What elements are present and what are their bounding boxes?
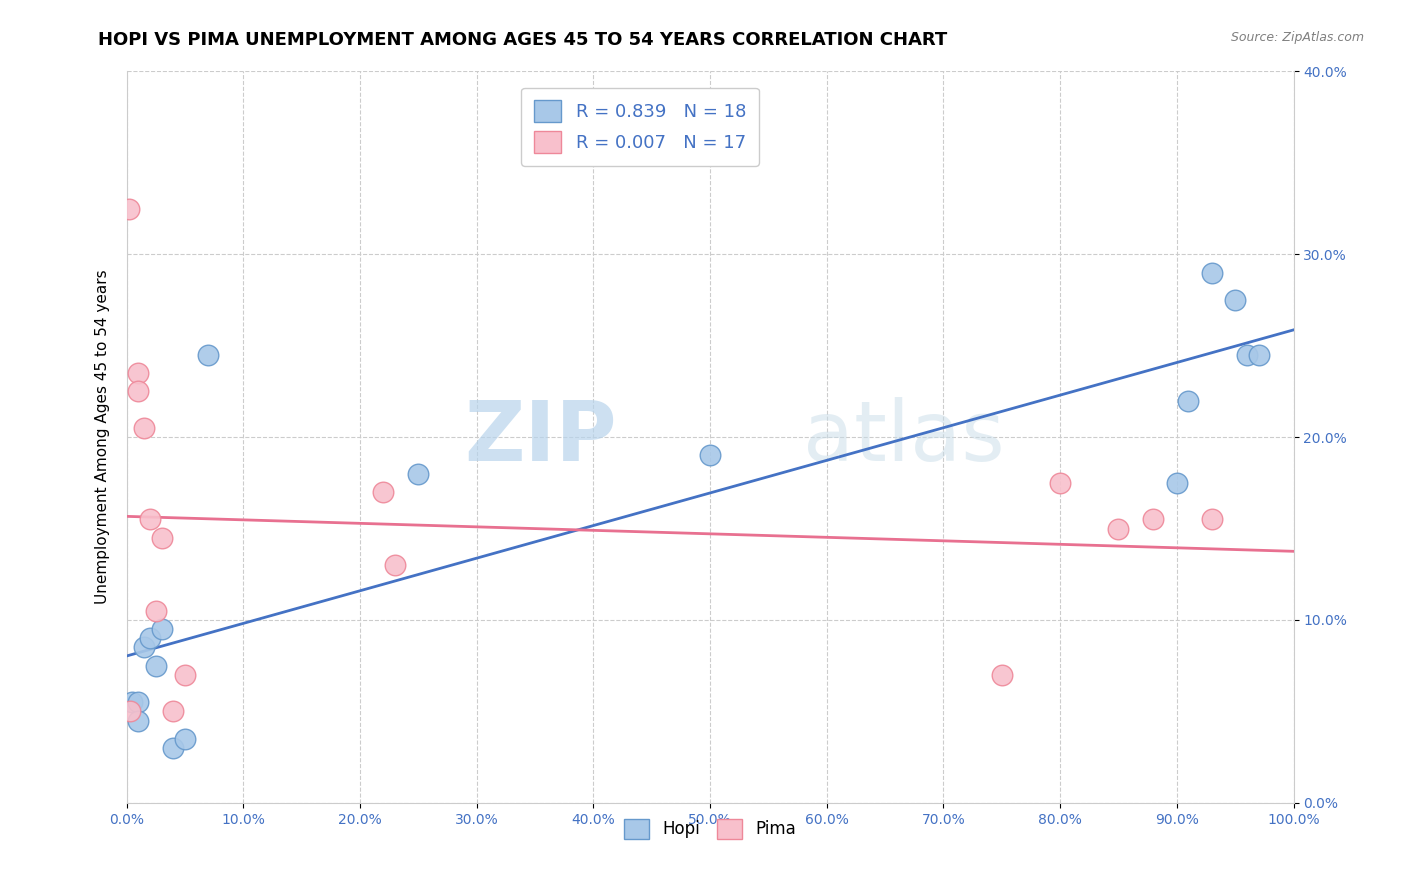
Point: [162, 705, 184, 719]
Point: [118, 705, 141, 719]
Point: [1166, 475, 1188, 490]
Point: [145, 604, 167, 618]
Point: [1236, 348, 1258, 362]
Point: [174, 731, 197, 746]
Point: [174, 667, 197, 681]
Point: [127, 714, 149, 728]
Point: [162, 740, 184, 755]
Point: [1201, 266, 1223, 280]
Point: [150, 622, 173, 636]
Point: [127, 384, 149, 399]
Text: ZIP: ZIP: [464, 397, 617, 477]
Point: [1177, 393, 1199, 408]
Text: Source: ZipAtlas.com: Source: ZipAtlas.com: [1230, 31, 1364, 45]
Point: [699, 448, 721, 462]
Point: [132, 640, 155, 655]
Point: [990, 667, 1012, 681]
Point: [127, 695, 149, 709]
Point: [118, 202, 141, 216]
Point: [121, 695, 143, 709]
Point: [1142, 512, 1164, 526]
Point: [384, 558, 406, 573]
Point: [1108, 521, 1130, 535]
Point: [150, 531, 173, 545]
Point: [132, 421, 155, 435]
Point: [145, 658, 167, 673]
Legend: Hopi, Pima: Hopi, Pima: [617, 812, 803, 846]
Point: [1201, 512, 1223, 526]
Text: atlas: atlas: [803, 397, 1005, 477]
Point: [373, 485, 395, 500]
Point: [408, 467, 430, 481]
Point: [1223, 293, 1246, 307]
Point: [139, 512, 162, 526]
Text: HOPI VS PIMA UNEMPLOYMENT AMONG AGES 45 TO 54 YEARS CORRELATION CHART: HOPI VS PIMA UNEMPLOYMENT AMONG AGES 45 …: [98, 31, 948, 49]
Point: [1049, 475, 1071, 490]
Point: [127, 366, 149, 380]
Point: [197, 348, 219, 362]
Y-axis label: Unemployment Among Ages 45 to 54 years: Unemployment Among Ages 45 to 54 years: [94, 269, 110, 605]
Point: [1247, 348, 1270, 362]
Point: [139, 632, 162, 646]
